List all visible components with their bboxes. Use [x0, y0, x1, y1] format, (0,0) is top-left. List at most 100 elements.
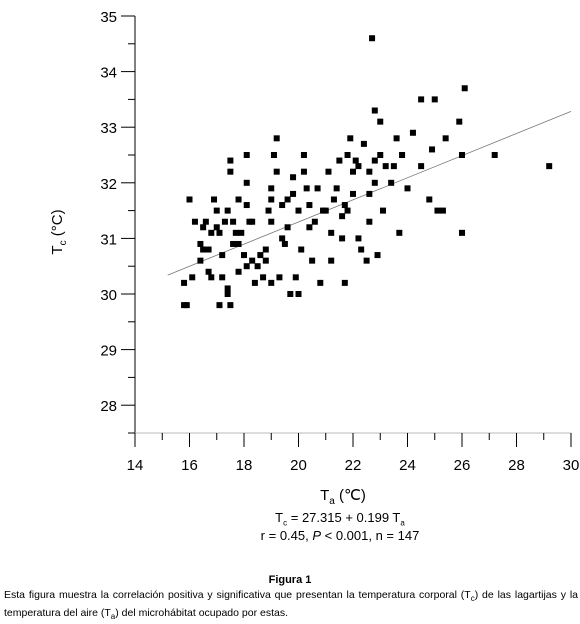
data-point [216, 229, 223, 236]
data-point [330, 196, 337, 203]
data-point [281, 240, 288, 247]
data-point [377, 152, 384, 158]
data-point [265, 207, 272, 214]
data-point [371, 107, 378, 114]
x-axis-title-main: T [320, 487, 329, 504]
data-point [339, 235, 346, 242]
data-point [208, 274, 215, 281]
data-point [235, 196, 242, 203]
data-point [262, 246, 269, 253]
data-point [328, 257, 335, 264]
x-tick-label: 26 [454, 457, 471, 474]
data-point [292, 274, 299, 281]
data-point [224, 207, 231, 214]
data-point [205, 268, 212, 275]
data-point [202, 218, 209, 225]
data-point [390, 163, 397, 170]
data-point [249, 257, 256, 264]
figure-caption: Esta figura muestra la correlación posit… [4, 589, 578, 622]
data-point [183, 302, 190, 309]
data-point [399, 152, 406, 158]
data-point [227, 168, 234, 175]
data-point [374, 252, 381, 259]
data-point [366, 218, 373, 225]
data-point [459, 152, 465, 158]
data-point [205, 246, 212, 253]
data-point [388, 179, 395, 186]
data-point [279, 235, 286, 242]
y-axis-title-main: T [49, 245, 66, 254]
data-point [221, 218, 228, 225]
y-tick-label: 28 [100, 398, 117, 415]
figure-title: Figura 1 [268, 574, 312, 586]
data-point [295, 291, 302, 297]
data-point [243, 202, 250, 209]
regression-equation: Tc = 27.315 + 0.199 Ta [275, 510, 405, 528]
data-point [262, 257, 269, 264]
x-tick-label: 16 [181, 457, 198, 474]
svg-text:Ta (℃): Ta (℃) [320, 487, 366, 507]
data-point [306, 202, 313, 209]
data-point [300, 168, 307, 175]
data-point [350, 190, 356, 197]
data-point [333, 185, 340, 192]
data-point [418, 163, 425, 170]
y-axis-title-sub: c [58, 240, 69, 245]
data-point [314, 185, 321, 192]
data-point [268, 196, 275, 203]
data-point [268, 279, 275, 286]
data-point [358, 246, 365, 253]
data-point [303, 185, 310, 192]
data-point [404, 185, 411, 192]
data-point [341, 202, 348, 209]
data-point [396, 229, 403, 236]
data-point [257, 252, 264, 259]
data-point [273, 135, 280, 142]
data-point [363, 257, 370, 264]
data-point [339, 213, 346, 220]
data-point [273, 168, 280, 175]
data-point [461, 85, 468, 92]
data-point [224, 291, 231, 297]
data-point [268, 218, 275, 225]
data-point [186, 196, 193, 203]
data-point [290, 174, 297, 181]
data-point [371, 179, 378, 186]
data-point [434, 207, 441, 214]
regression-stats: r = 0.45, P < 0.001, n = 147 [260, 528, 420, 543]
data-point [355, 235, 362, 242]
x-axis-title-sub: a [329, 496, 335, 507]
data-point [227, 302, 234, 309]
x-axis-title-unit: (℃) [335, 487, 366, 504]
data-point [290, 190, 297, 197]
data-point [377, 118, 384, 125]
data-point [546, 163, 553, 170]
data-point [306, 224, 313, 231]
data-point [230, 218, 237, 225]
y-axis: 28 29 30 31 32 33 34 35 [100, 9, 136, 434]
data-point [230, 240, 237, 247]
data-point [241, 252, 247, 259]
data-point [260, 274, 267, 281]
data-point [355, 163, 362, 170]
data-point [197, 240, 204, 247]
data-point [347, 135, 354, 142]
data-point [235, 268, 242, 275]
data-point [213, 224, 220, 231]
data-point [309, 257, 316, 264]
data-point [409, 129, 416, 136]
y-axis-title: Tc (°C) [49, 209, 69, 254]
data-point [232, 229, 239, 236]
y-tick-label: 32 [100, 176, 117, 193]
data-point [197, 257, 204, 264]
data-point [360, 140, 367, 147]
data-point [216, 302, 223, 309]
x-axis-title: Ta (℃) [320, 487, 366, 507]
data-point [238, 229, 245, 236]
data-point [284, 224, 291, 231]
x-tick-label: 18 [236, 457, 253, 474]
data-point [243, 179, 250, 186]
data-point [219, 274, 226, 281]
data-point [189, 274, 196, 281]
x-tick-label: 28 [508, 457, 525, 474]
